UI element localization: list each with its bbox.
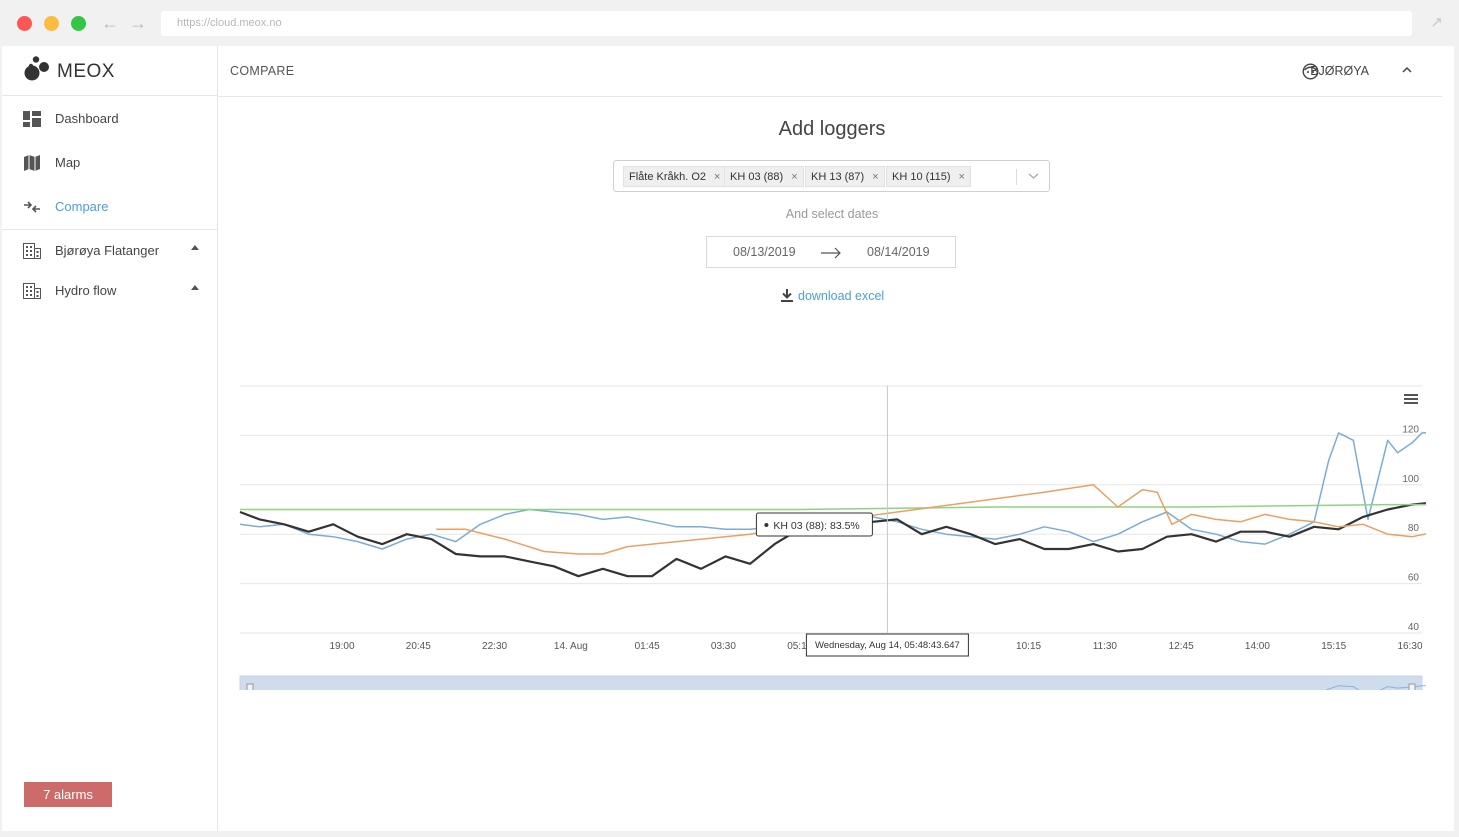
- browser-chrome: ← → https://cloud.meox.no ↗: [0, 0, 1459, 46]
- date-to-input[interactable]: 08/14/2019: [867, 245, 930, 259]
- y-tick-label: 60: [1408, 573, 1420, 584]
- x-tick-label: 14:00: [1245, 641, 1270, 652]
- compare-icon: [24, 201, 40, 213]
- brand-name: MEOX: [57, 61, 115, 82]
- download-excel-link[interactable]: download excel: [798, 289, 885, 303]
- page-breadcrumb: COMPARE: [230, 64, 295, 78]
- y-tick-label: 100: [1402, 474, 1419, 485]
- window-close-button[interactable]: [17, 16, 32, 31]
- caret-up-icon[interactable]: [191, 285, 199, 290]
- navigator-handle-left[interactable]: [246, 683, 254, 690]
- y-tick-label: 40: [1408, 622, 1420, 633]
- x-tick-label: 20:45: [406, 641, 431, 652]
- logger-tag: KH 10 (115) ×: [886, 166, 971, 187]
- chart-menu-icon[interactable]: [1404, 394, 1418, 396]
- forward-arrow-icon[interactable]: →: [129, 13, 147, 33]
- tooltip-box: [755, 512, 873, 537]
- x-tick-label: 22:30: [482, 641, 507, 652]
- chart-menu-icon[interactable]: [1404, 398, 1418, 400]
- sidebar-item-map[interactable]: Map: [2, 143, 217, 183]
- logger-tag-label: KH 03 (88): [730, 171, 784, 183]
- x-tick-label: 12:45: [1169, 641, 1194, 652]
- logger-tag: KH 13 (87) ×: [805, 166, 885, 187]
- logger-tag-label: KH 13 (87): [811, 171, 865, 183]
- window-minimize-button[interactable]: [44, 16, 59, 31]
- sidebar-group-hydro-flow[interactable]: Hydro flow: [2, 271, 217, 311]
- x-tick-label: 10:15: [1016, 641, 1041, 652]
- sidebar-item-compare[interactable]: Compare: [2, 187, 217, 227]
- caret-up-icon[interactable]: [191, 245, 199, 250]
- navigator-window[interactable]: [239, 675, 1423, 690]
- select-divider: [1016, 169, 1017, 185]
- x-tick-label: 14. Aug: [554, 641, 588, 652]
- top-bar: COMPARE BJØRØYA: [218, 46, 1442, 97]
- y-tick-label: 120: [1402, 424, 1419, 435]
- page-title: Add loggers: [778, 118, 886, 140]
- date-from-input[interactable]: 08/13/2019: [733, 245, 796, 259]
- remove-tag-icon[interactable]: ×: [958, 171, 965, 183]
- series-line[interactable]: [436, 484, 1426, 555]
- logger-tag: KH 03 (88) ×: [724, 166, 804, 187]
- crosshair-label-box: [805, 633, 969, 657]
- x-tick-label: 19:00: [329, 641, 354, 652]
- dates-prompt: And select dates: [785, 207, 879, 221]
- sidebar-item-label: Dashboard: [55, 111, 119, 126]
- sidebar-item-label: Map: [55, 155, 81, 170]
- dashboard-icon: [23, 111, 41, 127]
- logger-tag-label: KH 10 (115): [892, 171, 951, 183]
- sidebar-group-label: Hydro flow: [55, 283, 117, 298]
- fullscreen-icon[interactable]: ↗: [1430, 14, 1443, 31]
- building-icon: [23, 283, 41, 299]
- logger-multiselect[interactable]: Flåte Kråkh. O2 × KH 03 (88) × KH 13 (87) ×…: [613, 160, 1050, 192]
- logger-tag-label: Flåte Kråkh. O2: [629, 171, 707, 183]
- logo[interactable]: MEOX: [2, 46, 218, 96]
- chevron-up-icon[interactable]: [1402, 66, 1412, 74]
- window-maximize-button[interactable]: [71, 16, 86, 31]
- x-tick-label: 03:30: [711, 641, 736, 652]
- remove-tag-icon[interactable]: ×: [872, 171, 879, 183]
- x-tick-label: 05:15: [787, 641, 812, 652]
- sidebar: MEOX Dashboard Map Compare: [2, 46, 218, 831]
- navigator-handle-right[interactable]: [1408, 683, 1416, 690]
- sidebar-item-dashboard[interactable]: Dashboard: [2, 99, 217, 139]
- building-icon: [23, 243, 41, 259]
- download-icon[interactable]: [780, 288, 794, 302]
- y-tick-label: 80: [1408, 523, 1420, 534]
- series-line[interactable]: [239, 432, 1426, 550]
- x-tick-label: 11:30: [1093, 641, 1118, 652]
- remove-tag-icon[interactable]: ×: [791, 171, 798, 183]
- compare-chart[interactable]: 40 60 80 100 120 19:00 20:45 22:30 14. Aug 01:45 0…: [236, 380, 1426, 690]
- x-tick-label: 16:30: [1397, 641, 1422, 652]
- x-tick-label: 15:15: [1321, 641, 1346, 652]
- crosshair-label: Wednesday, Aug 14, 05:48:43.647: [815, 640, 960, 651]
- date-range-picker[interactable]: 08/13/2019 08/14/2019: [706, 236, 956, 268]
- series-line[interactable]: [240, 503, 1426, 511]
- sidebar-item-label: Compare: [55, 199, 109, 214]
- alarms-button[interactable]: 7 alarms: [24, 782, 112, 807]
- meox-logo-icon: [24, 56, 49, 81]
- sidebar-group-bjoroya-flatanger[interactable]: Bjørøya Flatanger: [2, 231, 217, 271]
- compare-panel: Add loggers Flåte Kråkh. O2 × KH 03 (88) ×…: [218, 97, 1454, 831]
- tooltip-bullet-icon: [764, 523, 769, 527]
- sidebar-group-label: Bjørøya Flatanger: [55, 243, 160, 258]
- sidebar-divider: [2, 229, 217, 230]
- chevron-down-icon[interactable]: [1028, 172, 1039, 180]
- arrow-right-icon: [821, 247, 841, 259]
- x-tick-label: 01:45: [635, 641, 660, 652]
- user-name[interactable]: BJØRØYA: [1310, 64, 1369, 78]
- back-arrow-icon[interactable]: ←: [101, 13, 119, 33]
- map-icon: [24, 155, 40, 171]
- user-avatar-icon[interactable]: [1302, 63, 1319, 80]
- remove-tag-icon[interactable]: ×: [714, 171, 721, 183]
- address-bar[interactable]: https://cloud.meox.no: [161, 11, 1412, 36]
- chart-menu-icon[interactable]: [1404, 402, 1418, 404]
- logger-tag: Flåte Kråkh. O2 ×: [623, 166, 727, 187]
- series-line[interactable]: [239, 500, 1426, 578]
- app-window: MEOX Dashboard Map Compare: [2, 46, 1454, 831]
- tooltip-text: KH 03 (88): 83.5%: [773, 520, 859, 532]
